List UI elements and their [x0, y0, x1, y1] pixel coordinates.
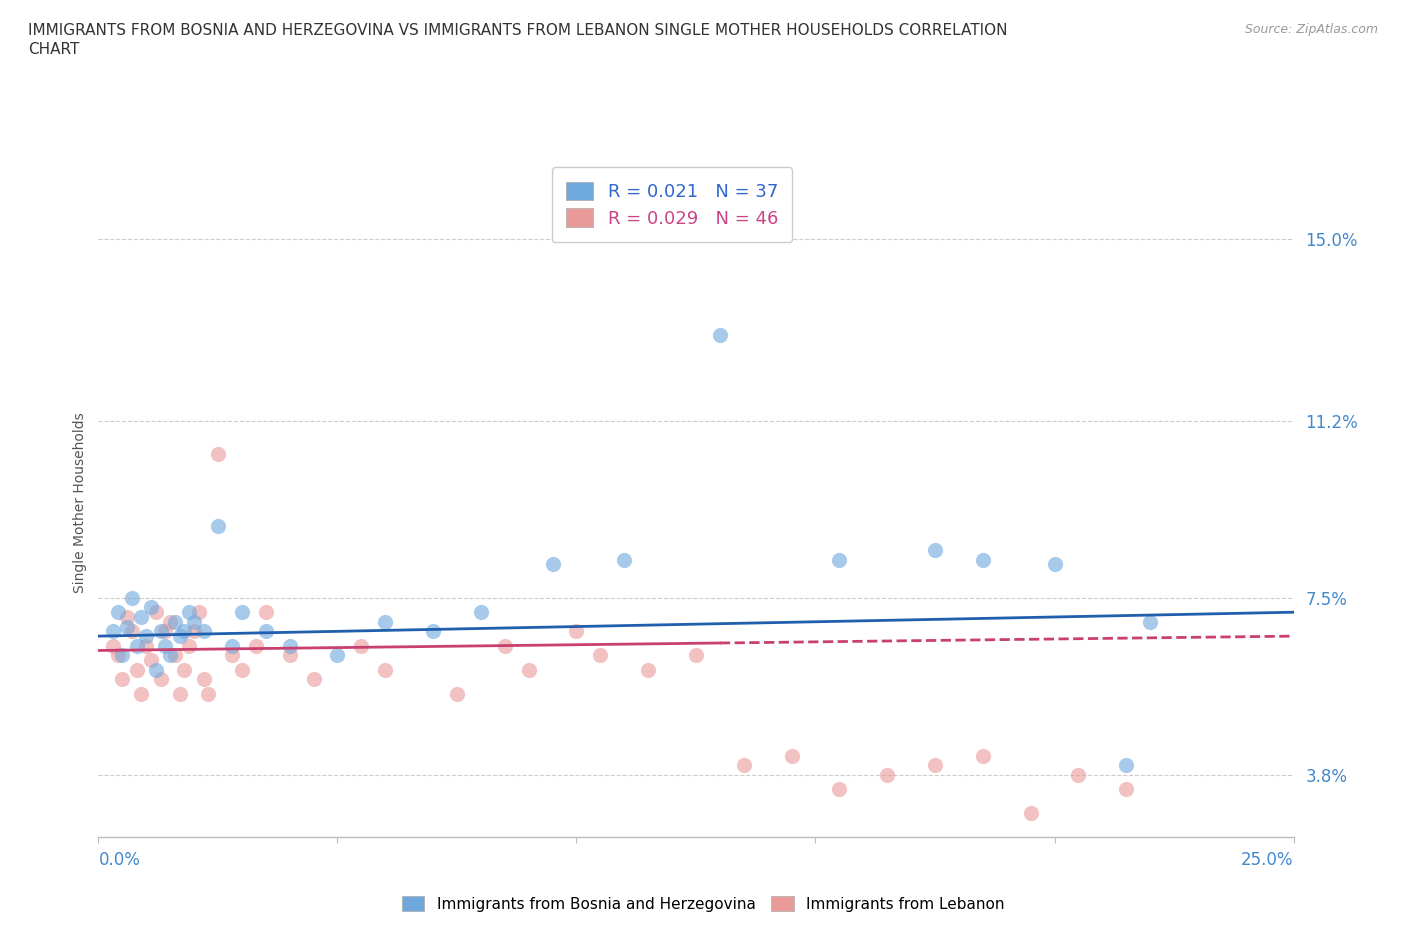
Point	[780, 749, 803, 764]
Point	[1115, 782, 1137, 797]
Point	[350, 638, 373, 653]
Point	[494, 638, 516, 653]
Y-axis label: Single Mother Households: Single Mother Households	[73, 412, 87, 592]
Point	[326, 648, 349, 663]
Point	[163, 648, 186, 663]
Point	[541, 557, 564, 572]
Legend: R = 0.021   N = 37, R = 0.029   N = 46: R = 0.021 N = 37, R = 0.029 N = 46	[551, 167, 793, 242]
Point	[613, 552, 636, 567]
Point	[254, 604, 277, 619]
Text: Source: ZipAtlas.com: Source: ZipAtlas.com	[1244, 23, 1378, 36]
Point	[107, 648, 129, 663]
Point	[278, 648, 301, 663]
Point	[125, 662, 148, 677]
Point	[125, 638, 148, 653]
Point	[193, 624, 215, 639]
Point	[446, 686, 468, 701]
Point	[173, 624, 195, 639]
Point	[169, 629, 191, 644]
Point	[876, 767, 898, 782]
Point	[231, 662, 253, 677]
Point	[173, 662, 195, 677]
Text: 25.0%: 25.0%	[1241, 851, 1294, 870]
Point	[107, 604, 129, 619]
Point	[637, 662, 659, 677]
Point	[139, 653, 162, 668]
Point	[374, 615, 396, 630]
Point	[517, 662, 540, 677]
Text: CHART: CHART	[28, 42, 80, 57]
Point	[187, 604, 209, 619]
Point	[101, 624, 124, 639]
Point	[422, 624, 444, 639]
Point	[159, 615, 181, 630]
Text: IMMIGRANTS FROM BOSNIA AND HERZEGOVINA VS IMMIGRANTS FROM LEBANON SINGLE MOTHER : IMMIGRANTS FROM BOSNIA AND HERZEGOVINA V…	[28, 23, 1008, 38]
Point	[101, 638, 124, 653]
Point	[924, 542, 946, 557]
Point	[733, 758, 755, 773]
Point	[131, 609, 153, 624]
Point	[183, 624, 205, 639]
Point	[149, 624, 172, 639]
Point	[221, 638, 243, 653]
Point	[565, 624, 588, 639]
Point	[207, 519, 229, 534]
Point	[1139, 615, 1161, 630]
Point	[169, 686, 191, 701]
Point	[135, 638, 157, 653]
Point	[149, 671, 172, 686]
Point	[828, 552, 851, 567]
Point	[231, 604, 253, 619]
Point	[972, 552, 994, 567]
Point	[1115, 758, 1137, 773]
Point	[374, 662, 396, 677]
Point	[245, 638, 267, 653]
Legend: Immigrants from Bosnia and Herzegovina, Immigrants from Lebanon: Immigrants from Bosnia and Herzegovina, …	[395, 889, 1011, 918]
Point	[924, 758, 946, 773]
Point	[278, 638, 301, 653]
Point	[135, 629, 157, 644]
Point	[685, 648, 707, 663]
Point	[115, 619, 138, 634]
Point	[254, 624, 277, 639]
Point	[155, 638, 177, 653]
Point	[179, 638, 201, 653]
Point	[197, 686, 219, 701]
Point	[302, 671, 325, 686]
Point	[179, 604, 201, 619]
Point	[121, 624, 143, 639]
Point	[193, 671, 215, 686]
Point	[1067, 767, 1090, 782]
Point	[139, 600, 162, 615]
Point	[111, 671, 134, 686]
Point	[470, 604, 492, 619]
Point	[131, 686, 153, 701]
Point	[145, 662, 167, 677]
Point	[115, 609, 138, 624]
Point	[1043, 557, 1066, 572]
Point	[828, 782, 851, 797]
Point	[1019, 805, 1042, 820]
Point	[183, 615, 205, 630]
Point	[221, 648, 243, 663]
Point	[972, 749, 994, 764]
Point	[155, 624, 177, 639]
Point	[709, 327, 731, 342]
Point	[159, 648, 181, 663]
Point	[207, 447, 229, 462]
Point	[589, 648, 612, 663]
Text: 0.0%: 0.0%	[98, 851, 141, 870]
Point	[163, 615, 186, 630]
Point	[145, 604, 167, 619]
Point	[121, 591, 143, 605]
Point	[111, 648, 134, 663]
